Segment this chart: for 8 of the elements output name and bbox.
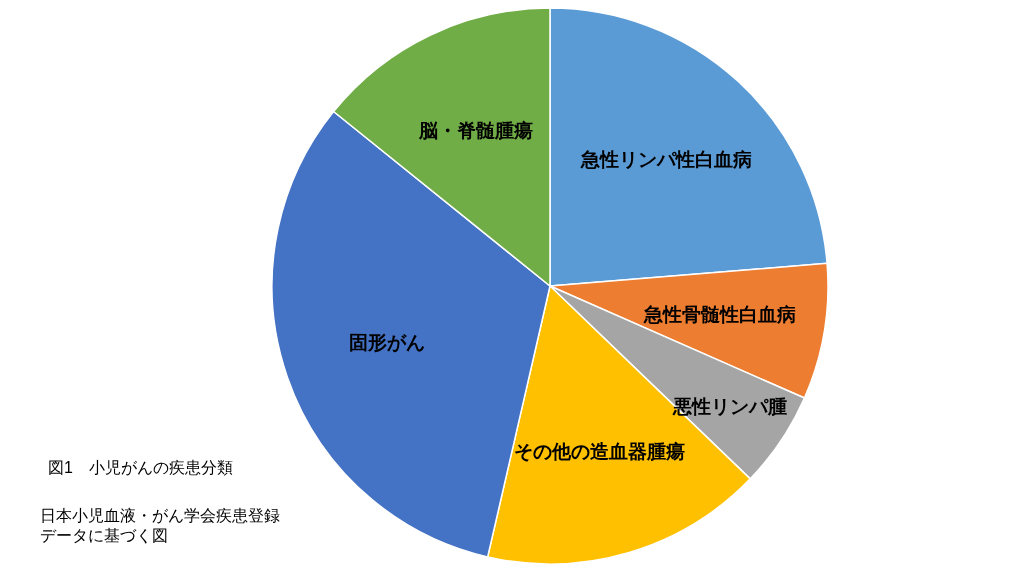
caption: 図1 小児がんの疾患分類 (48, 458, 234, 478)
text: 日本小児血液・がん学会疾患登録データに基づく図 (40, 506, 281, 546)
slice-label: 悪性リンパ腫 (672, 396, 788, 418)
slice-label: 固形がん (349, 331, 426, 353)
slice-label: その他の造血器腫瘍 (513, 440, 685, 462)
slice-label: 急性リンパ性白血病 (580, 148, 753, 170)
slice-label: 急性骨髄性白血病 (642, 304, 796, 326)
slice-label: 脳・脊髄腫瘍 (417, 120, 533, 142)
